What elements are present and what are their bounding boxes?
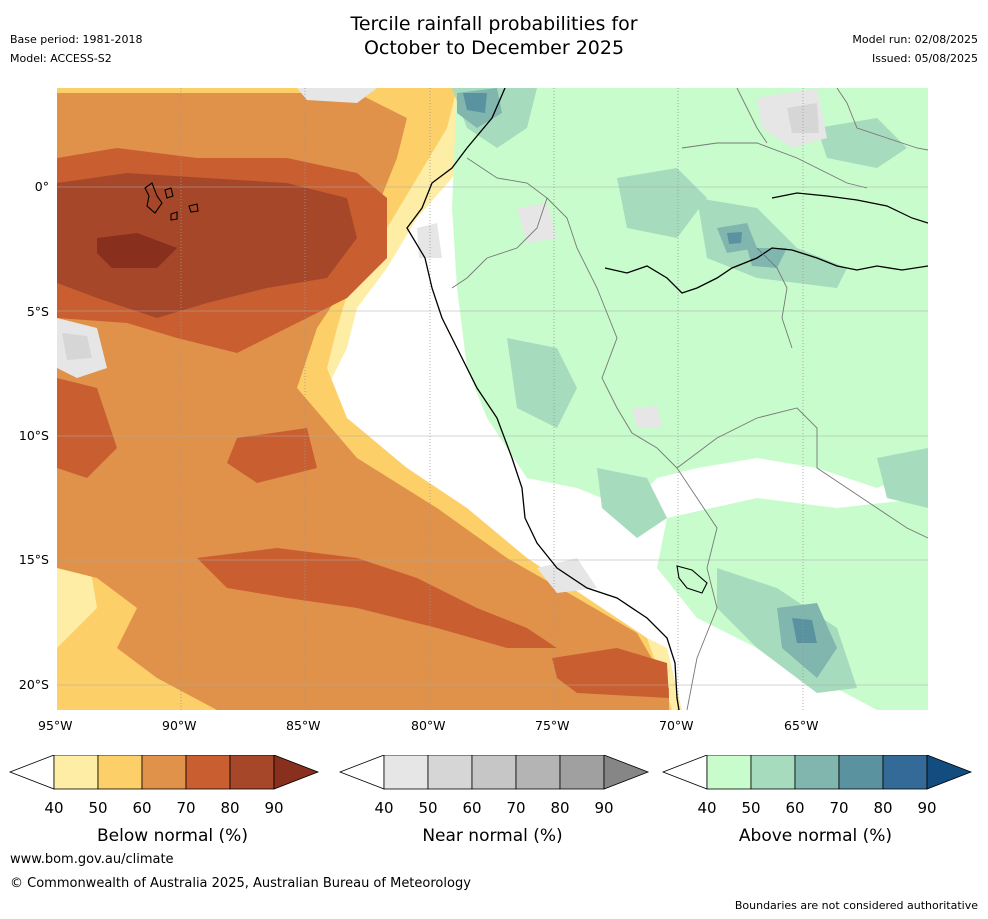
colorbar-above-max-extension bbox=[926, 755, 973, 790]
website-link[interactable]: www.bom.gov.au/climate bbox=[10, 852, 174, 867]
colorbar-below-segment bbox=[185, 755, 231, 790]
colorbar-above-normal bbox=[661, 755, 973, 790]
rainfall-probability-map bbox=[57, 88, 928, 710]
issued-date: Issued: 05/08/2025 bbox=[871, 52, 978, 65]
colorbar-below-min-extension bbox=[8, 755, 55, 790]
model-name: Model: ACCESS-S2 bbox=[10, 52, 112, 65]
colorbar-above-tick-label: 40 bbox=[697, 799, 717, 817]
map-title: Tercile rainfall probabilities for Octob… bbox=[0, 12, 988, 60]
colorbar-below-tick-label: 80 bbox=[220, 799, 240, 817]
colorbar-below-tick-label: 90 bbox=[264, 799, 284, 817]
colorbar-below-tick-label: 40 bbox=[44, 799, 64, 817]
title-line-2: October to December 2025 bbox=[363, 37, 625, 59]
colorbar-below-max-extension bbox=[273, 755, 320, 790]
lat-label-15s: 15°S bbox=[18, 552, 49, 567]
lon-label-85w: 85°W bbox=[286, 718, 321, 733]
base-period: Base period: 1981-2018 bbox=[10, 33, 143, 46]
colorbars bbox=[8, 755, 973, 790]
colorbar-title-above: Above normal (%) bbox=[738, 826, 893, 846]
rio-negro bbox=[771, 192, 928, 224]
lon-label-80w: 80°W bbox=[411, 718, 446, 733]
galapagos-islands bbox=[144, 182, 199, 221]
meta-left: Base period: 1981-2018 Model: ACCESS-S2 bbox=[10, 30, 142, 68]
lat-label-5s: 5°S bbox=[26, 304, 49, 319]
colorbar-below-segment bbox=[97, 755, 143, 790]
colorbar-near-normal bbox=[338, 755, 650, 790]
lat-label-10s: 10°S bbox=[18, 428, 49, 443]
colorbar-below-tick-label: 60 bbox=[132, 799, 152, 817]
colorbar-below-segment bbox=[229, 755, 275, 790]
colorbar-near-segment bbox=[383, 755, 429, 790]
colorbar-near-segment bbox=[427, 755, 473, 790]
below-normal-80-region bbox=[57, 173, 357, 318]
above-normal-40-region bbox=[452, 88, 928, 710]
lon-label-75w: 75°W bbox=[535, 718, 570, 733]
lake-titicaca bbox=[676, 565, 708, 594]
colorbar-above-segment bbox=[838, 755, 884, 790]
colorbar-above-segment bbox=[794, 755, 840, 790]
copyright-text: © Commonwealth of Australia 2025, Austra… bbox=[10, 876, 471, 891]
lon-label-65w: 65°W bbox=[784, 718, 819, 733]
colorbar-below-normal bbox=[8, 755, 320, 790]
colorbar-near-segment bbox=[515, 755, 561, 790]
colorbar-above-segment bbox=[750, 755, 796, 790]
above-normal-60-region bbox=[457, 88, 837, 678]
colorbar-above-tick-label: 70 bbox=[829, 799, 849, 817]
colorbar-below-segment bbox=[53, 755, 99, 790]
colorbar-below-tick-label: 70 bbox=[176, 799, 196, 817]
colorbar-near-min-extension bbox=[338, 755, 385, 790]
colorbar-near-tick-label: 50 bbox=[418, 799, 438, 817]
colorbar-below-segment bbox=[141, 755, 187, 790]
below-normal-90-region bbox=[97, 233, 177, 268]
colorbar-near-tick-label: 40 bbox=[374, 799, 394, 817]
above-normal-50-region bbox=[452, 88, 928, 693]
colorbar-near-segment bbox=[559, 755, 605, 790]
colorbar-above-segment bbox=[706, 755, 752, 790]
colorbar-above-segment bbox=[882, 755, 928, 790]
colorbar-above-tick-label: 60 bbox=[785, 799, 805, 817]
meta-right: Model run: 02/08/2025 Issued: 05/08/2025 bbox=[852, 30, 978, 68]
colorbar-near-max-extension bbox=[603, 755, 650, 790]
colorbar-title-below: Below normal (%) bbox=[97, 826, 248, 846]
boundaries-disclaimer: Boundaries are not considered authoritat… bbox=[734, 899, 978, 912]
lat-label-20s: 20°S bbox=[18, 677, 49, 692]
title-line-1: Tercile rainfall probabilities for bbox=[350, 13, 638, 35]
colorbar-above-tick-label: 80 bbox=[873, 799, 893, 817]
lat-label-0: 0° bbox=[34, 179, 49, 194]
colorbar-above-min-extension bbox=[661, 755, 708, 790]
lon-label-70w: 70°W bbox=[659, 718, 694, 733]
colorbar-near-tick-label: 70 bbox=[506, 799, 526, 817]
colorbar-near-tick-label: 60 bbox=[462, 799, 482, 817]
colorbar-below-tick-label: 50 bbox=[88, 799, 108, 817]
model-run: Model run: 02/08/2025 bbox=[852, 33, 978, 46]
coastline bbox=[406, 88, 680, 710]
lon-label-90w: 90°W bbox=[162, 718, 197, 733]
amazon-river bbox=[604, 247, 928, 294]
colorbar-near-tick-label: 90 bbox=[594, 799, 614, 817]
colorbar-above-tick-label: 90 bbox=[917, 799, 937, 817]
lon-label-95w: 95°W bbox=[38, 718, 73, 733]
colorbar-near-segment bbox=[471, 755, 517, 790]
colorbar-near-tick-label: 80 bbox=[550, 799, 570, 817]
country-borders bbox=[451, 88, 928, 710]
colorbar-above-tick-label: 50 bbox=[741, 799, 761, 817]
colorbar-title-near: Near normal (%) bbox=[422, 826, 563, 846]
